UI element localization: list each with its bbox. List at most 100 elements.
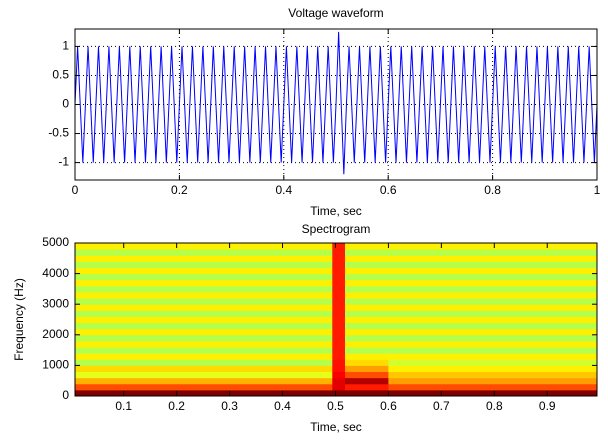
heatmap-cell (345, 347, 389, 354)
x-tick-label: 0.2 (168, 399, 185, 413)
heatmap-cell (345, 298, 389, 305)
y-tick-label: 0 (62, 97, 69, 111)
heatmap-cell (388, 371, 598, 379)
heatmap-cell (332, 383, 346, 391)
y-tick-label: 1000 (42, 358, 69, 372)
heatmap-cell (345, 353, 389, 360)
heatmap-cell (75, 377, 333, 385)
y-tick-label: 3000 (42, 296, 69, 310)
heatmap-cell (345, 249, 389, 256)
y-tick-label: -1 (58, 155, 69, 169)
heatmap-cell (75, 334, 333, 342)
heatmap-cell (388, 279, 598, 287)
heatmap-cell (345, 291, 389, 299)
heatmap-cell (75, 371, 333, 379)
heatmap-cell (332, 298, 346, 305)
heatmap-cell (75, 316, 333, 324)
heatmap-cell (75, 291, 333, 299)
chart-title: Voltage waveform (288, 6, 383, 20)
x-tick-label: 0.4 (275, 183, 292, 197)
heatmap-cell (332, 304, 346, 311)
heatmap-cell (75, 389, 333, 397)
heatmap-cell (388, 249, 598, 256)
x-tick-label: 0.4 (274, 399, 291, 413)
heatmap-cell (332, 377, 346, 385)
heatmap-cell (75, 273, 333, 281)
heatmap-cell (332, 371, 346, 379)
heatmap-cell (75, 310, 333, 317)
heatmap-cell (75, 261, 333, 268)
heatmap-cell (388, 377, 598, 385)
heatmap-cell (388, 298, 598, 305)
x-tick-label: 0.6 (380, 399, 397, 413)
heatmap-cell (345, 279, 389, 287)
heatmap-cell (332, 328, 346, 336)
x-tick-label: 0.1 (115, 399, 132, 413)
heatmap-cell (345, 377, 389, 385)
heatmap-cell (75, 340, 333, 348)
x-tick-label: 0.9 (539, 399, 556, 413)
chart-title: Spectrogram (302, 222, 371, 236)
heatmap-cell (345, 371, 389, 379)
heatmap-cell (332, 261, 346, 268)
x-axis-label: Time, sec (310, 204, 362, 218)
heatmap-cell (332, 316, 346, 324)
x-axis-label: Time, sec (310, 420, 362, 434)
heatmap-cell (332, 267, 346, 275)
heatmap-cell (75, 353, 333, 360)
heatmap-cell (345, 255, 389, 262)
heatmap-cell (345, 304, 389, 311)
y-tick-label: 1 (62, 39, 69, 53)
heatmap-cell (345, 389, 389, 397)
heatmap-cell (345, 322, 389, 330)
heatmap-cell (345, 359, 389, 366)
x-tick-label: 0.8 (484, 183, 501, 197)
y-axis-label: Frequency (Hz) (12, 278, 26, 361)
heatmap-cell (332, 322, 346, 330)
heatmap-cell (388, 285, 598, 293)
heatmap-cell (75, 243, 333, 250)
heatmap-cell (388, 334, 598, 342)
x-tick-label: 0.2 (171, 183, 188, 197)
heatmap-cell (388, 347, 598, 354)
x-tick-label: 1 (594, 183, 601, 197)
y-tick-label: 2000 (42, 327, 69, 341)
y-tick-label: 0.5 (52, 68, 69, 82)
heatmap-cell (75, 298, 333, 305)
heatmap-cell (388, 273, 598, 281)
x-tick-label: 0.5 (327, 399, 344, 413)
heatmap-cell (345, 261, 389, 268)
heatmap-cell (388, 255, 598, 262)
heatmap-cell (388, 353, 598, 360)
heatmap-cell (388, 340, 598, 348)
heatmap-cell (388, 261, 598, 268)
heatmap-cell (388, 267, 598, 275)
heatmap-cell (332, 334, 346, 342)
heatmap-cell (388, 310, 598, 317)
heatmap-cell (332, 243, 346, 250)
y-tick-label: 4000 (42, 266, 69, 280)
heatmap-cell (388, 243, 598, 250)
heatmap-cell (388, 359, 598, 366)
heatmap-cell (332, 347, 346, 354)
heatmap-cell (75, 347, 333, 354)
heatmap-cell (345, 285, 389, 293)
heatmap-cell (388, 322, 598, 330)
y-tick-label: 0 (62, 388, 69, 402)
heatmap-cell (388, 389, 598, 397)
heatmap-cell (75, 365, 333, 373)
heatmap-cell (345, 310, 389, 317)
heatmap-cell (345, 243, 389, 250)
heatmap-cell (75, 328, 333, 336)
heatmap-cell (345, 267, 389, 275)
waveform-line (74, 31, 598, 175)
heatmap-cell (332, 353, 346, 360)
heatmap-cell (75, 249, 333, 256)
heatmap-cell (388, 316, 598, 324)
heatmap-cell (332, 249, 346, 256)
axes-box (74, 242, 598, 397)
heatmap-cell (388, 383, 598, 391)
heatmap-cell (388, 328, 598, 336)
